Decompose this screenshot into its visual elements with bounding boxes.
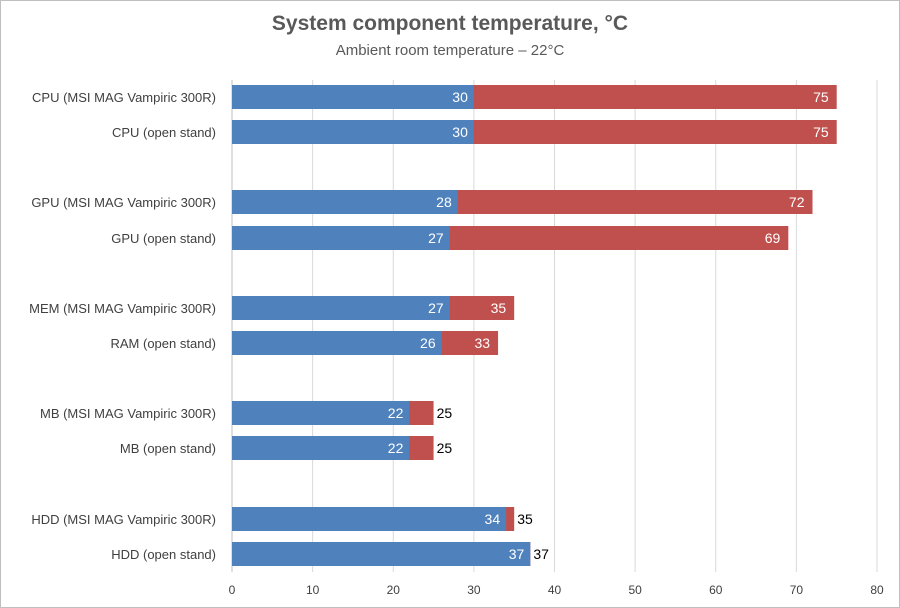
data-label-blue: 26 xyxy=(420,335,436,351)
data-label-blue: 22 xyxy=(388,440,404,456)
data-label-red: 35 xyxy=(517,511,533,527)
data-label-red: 37 xyxy=(533,546,549,562)
bar-blue xyxy=(232,296,450,320)
category-label: CPU (MSI MAG Vampiric 300R) xyxy=(32,90,216,105)
data-label-red: 33 xyxy=(474,335,490,351)
x-tick-label: 20 xyxy=(387,583,401,597)
data-label-blue: 34 xyxy=(485,511,501,527)
data-label-blue: 30 xyxy=(452,89,468,105)
x-tick-label: 70 xyxy=(790,583,804,597)
bar-blue xyxy=(232,542,531,566)
data-label-blue: 28 xyxy=(436,194,452,210)
data-label-red: 25 xyxy=(437,440,453,456)
bar-blue xyxy=(232,190,458,214)
category-label: MB (open stand) xyxy=(120,441,216,456)
bar-blue xyxy=(232,401,410,425)
category-label: HDD (open stand) xyxy=(111,547,216,562)
x-tick-label: 80 xyxy=(870,583,884,597)
x-tick-label: 60 xyxy=(709,583,723,597)
bar-blue xyxy=(232,331,442,355)
x-tick-label: 40 xyxy=(548,583,562,597)
bar-blue xyxy=(232,120,474,144)
data-label-blue: 27 xyxy=(428,230,444,246)
category-label: CPU (open stand) xyxy=(112,125,216,140)
data-label-red: 25 xyxy=(437,405,453,421)
category-label: GPU (MSI MAG Vampiric 300R) xyxy=(31,195,216,210)
category-label: GPU (open stand) xyxy=(111,231,216,246)
data-label-red: 69 xyxy=(765,230,781,246)
x-tick-label: 0 xyxy=(229,583,236,597)
category-label: RAM (open stand) xyxy=(111,336,217,351)
x-tick-label: 30 xyxy=(467,583,481,597)
chart-title: System component temperature, °C xyxy=(271,12,629,35)
data-label-red: 75 xyxy=(813,124,829,140)
data-label-blue: 22 xyxy=(388,405,404,421)
data-label-blue: 27 xyxy=(428,300,444,316)
category-label: MEM (MSI MAG Vampiric 300R) xyxy=(29,301,216,316)
category-label: MB (MSI MAG Vampiric 300R) xyxy=(40,406,216,421)
bar-blue xyxy=(232,436,410,460)
data-label-blue: 37 xyxy=(509,546,525,562)
bar-blue xyxy=(232,507,507,531)
bar-blue xyxy=(232,85,474,109)
bar-blue xyxy=(232,226,450,250)
chart-subtitle: Ambient room temperature – 22°C xyxy=(335,42,565,59)
x-tick-label: 50 xyxy=(628,583,642,597)
data-label-blue: 30 xyxy=(452,124,468,140)
x-tick-label: 10 xyxy=(306,583,320,597)
data-label-red: 35 xyxy=(491,300,507,316)
data-label-red: 75 xyxy=(813,89,829,105)
data-label-red: 72 xyxy=(789,194,805,210)
category-label: HDD (MSI MAG Vampiric 300R) xyxy=(31,512,216,527)
